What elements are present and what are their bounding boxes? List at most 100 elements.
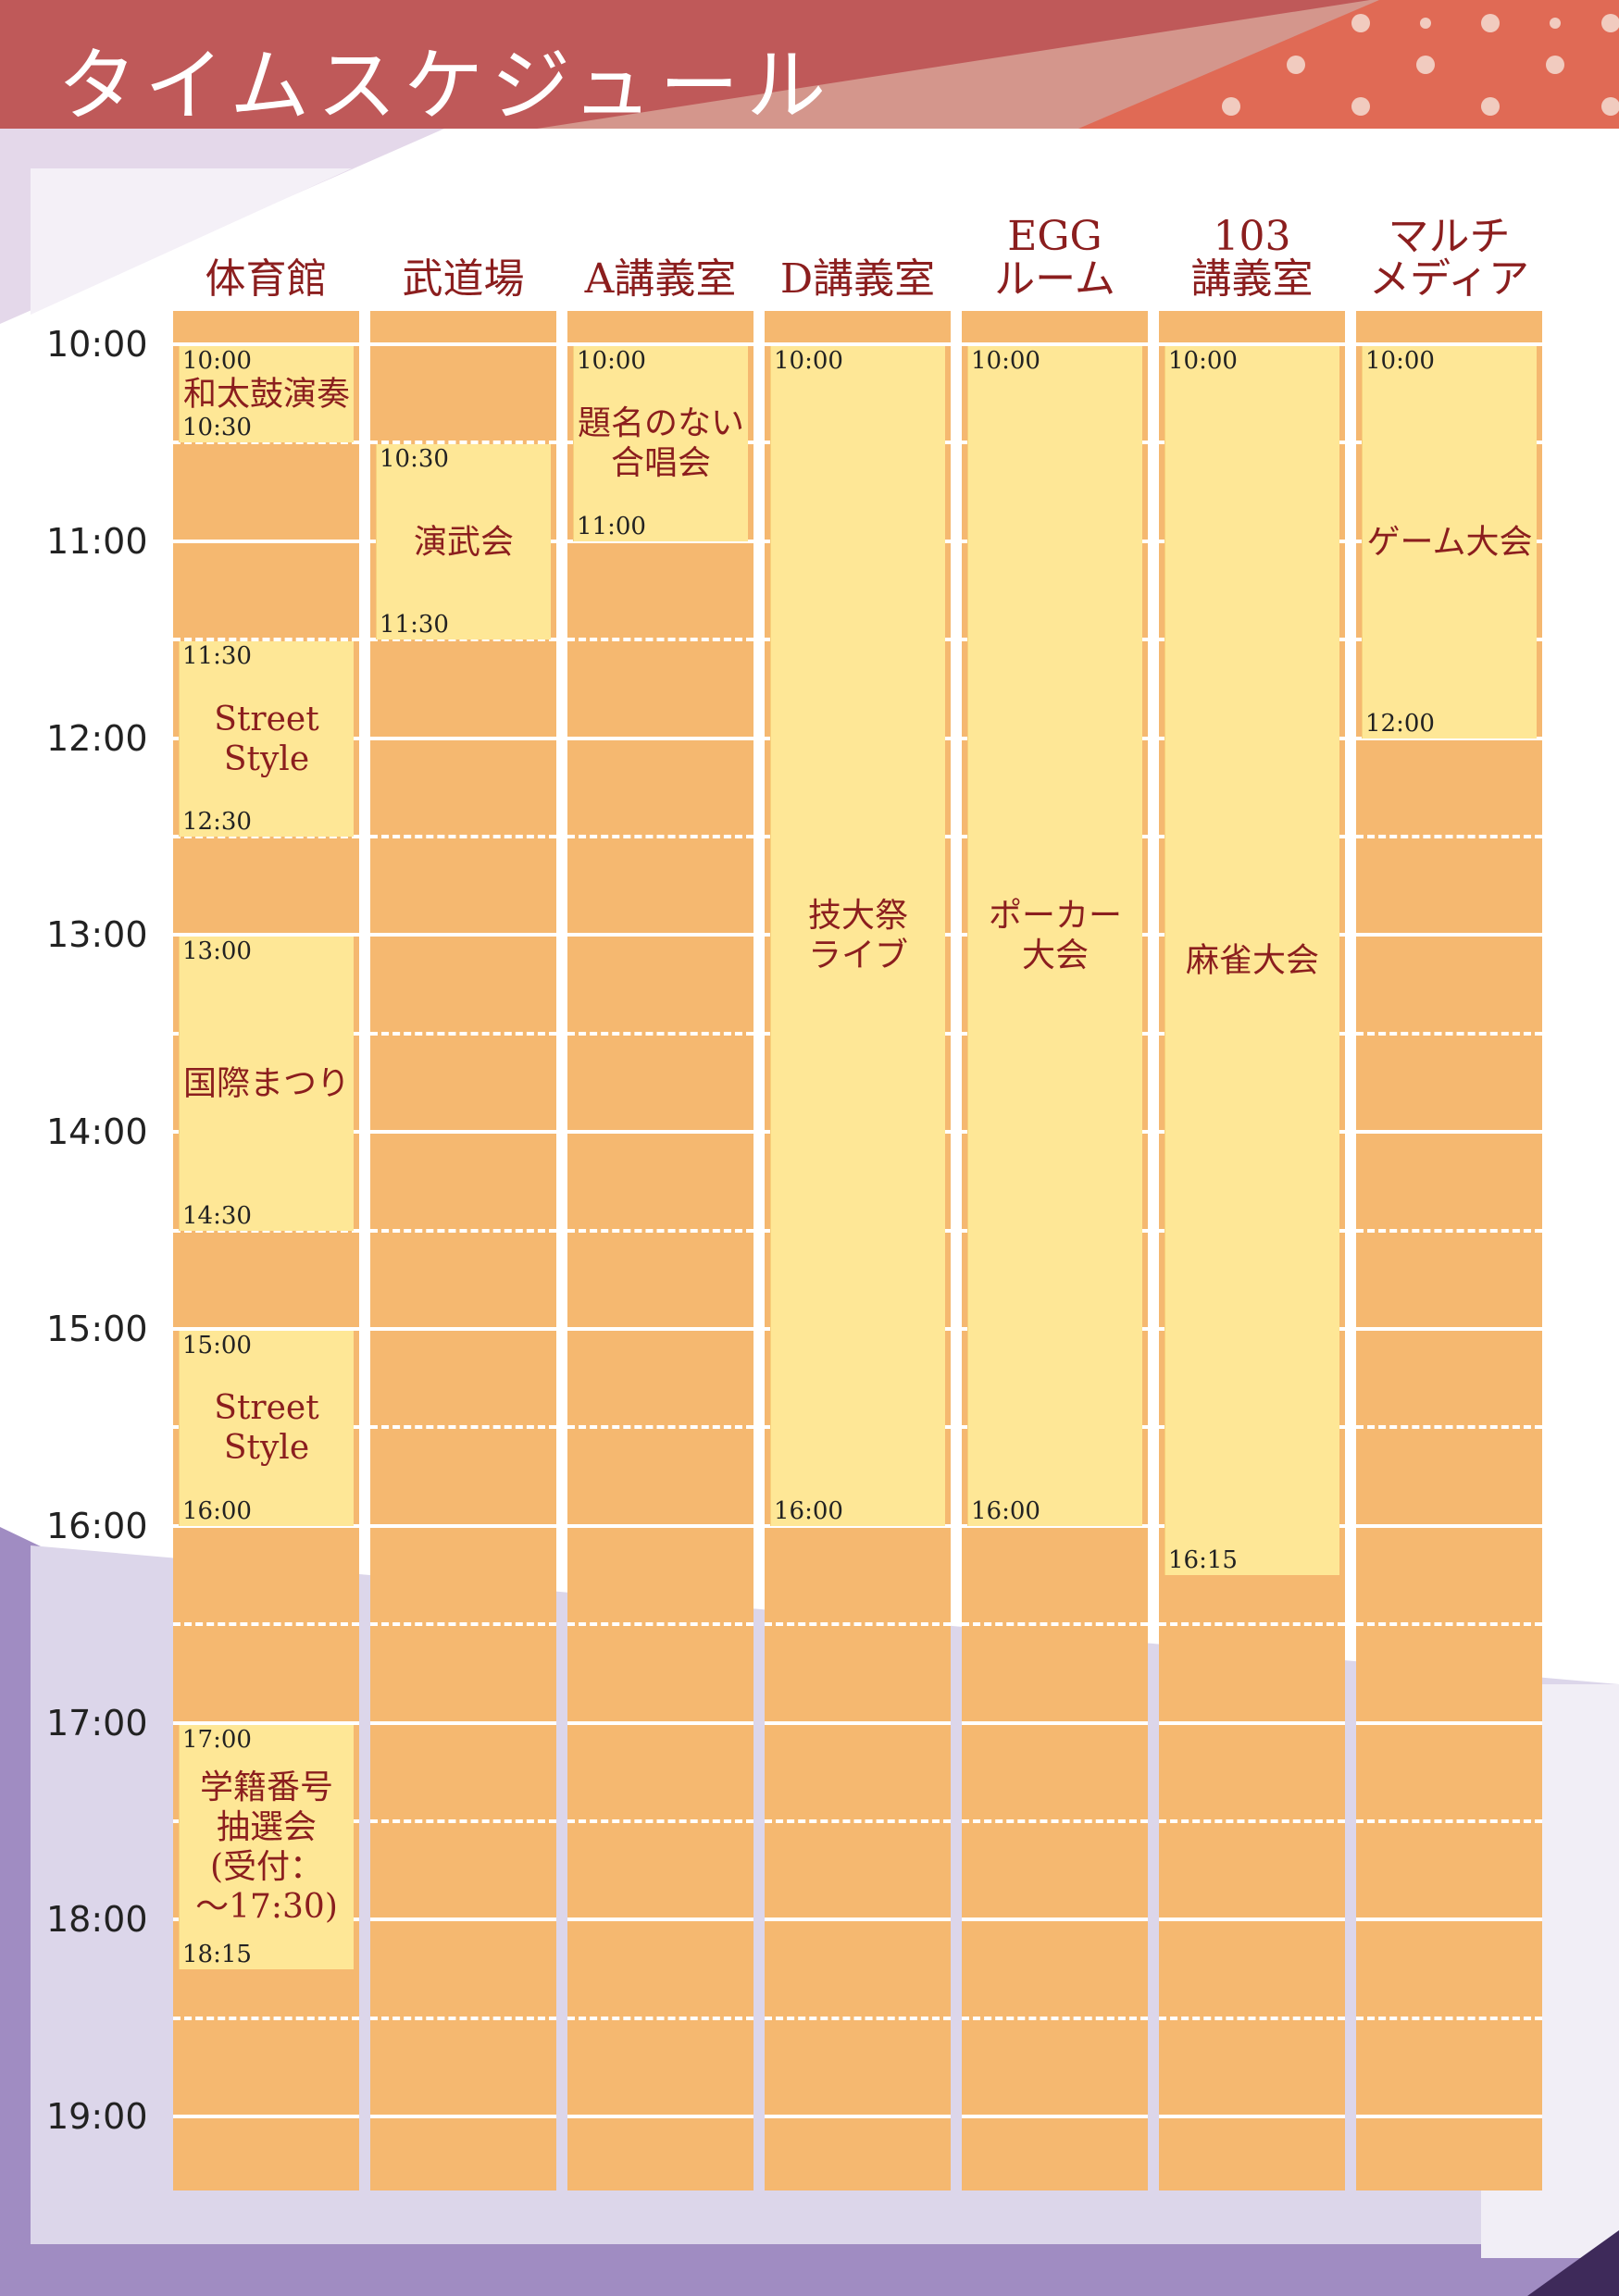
event-block[interactable]: 17:00 学籍番号 抽選会 (受付： ～17:30) 18:15 xyxy=(179,1724,354,1969)
hour-line xyxy=(1356,1720,1542,1725)
half-hour-line xyxy=(567,638,753,642)
hour-line xyxy=(1159,342,1345,346)
event-block[interactable]: 10:00 麻雀大会 16:15 xyxy=(1164,346,1339,1575)
half-hour-line xyxy=(1356,1425,1542,1430)
event-title: 麻雀大会 xyxy=(1185,941,1319,980)
event-block[interactable]: 10:00 題名のない 合唱会 11:00 xyxy=(573,346,748,541)
event-start-time: 10:00 xyxy=(577,347,646,375)
hour-line xyxy=(173,933,359,937)
half-hour-line xyxy=(1356,835,1542,838)
half-hour-line xyxy=(1356,1228,1542,1233)
hour-line xyxy=(962,342,1148,346)
event-start-time: 10:30 xyxy=(380,445,449,474)
event-title: 題名のない 合唱会 xyxy=(577,404,744,483)
hour-line xyxy=(1356,1523,1542,1528)
half-hour-line xyxy=(370,1622,556,1627)
half-hour-line xyxy=(962,1819,1148,1823)
event-start-time: 10:00 xyxy=(1365,347,1435,375)
hour-line xyxy=(1356,342,1542,346)
half-hour-line xyxy=(173,441,359,445)
venue-header: 体育館 xyxy=(205,255,328,303)
event-end-time: 10:30 xyxy=(182,414,252,442)
half-hour-line xyxy=(567,1425,753,1430)
event-end-time: 16:15 xyxy=(1168,1546,1238,1574)
half-hour-line xyxy=(1356,1622,1542,1627)
event-start-time: 13:00 xyxy=(182,937,252,966)
hour-line xyxy=(1159,1917,1345,1922)
time-axis-label: 17:00 xyxy=(46,1702,148,1744)
half-hour-line xyxy=(173,835,359,838)
hour-line xyxy=(370,1130,556,1135)
time-axis-label: 10:00 xyxy=(46,324,148,365)
venue-column: 10:00 麻雀大会 16:15 xyxy=(1159,311,1345,2191)
event-block[interactable]: 10:00 ポーカー 大会 16:00 xyxy=(967,346,1142,1526)
hour-line xyxy=(1356,1327,1542,1331)
hour-line xyxy=(765,1720,951,1725)
time-axis-label: 19:00 xyxy=(46,2096,148,2138)
hour-line xyxy=(370,342,556,346)
time-axis-label: 13:00 xyxy=(46,914,148,956)
event-title: 演武会 xyxy=(413,523,514,562)
half-hour-line xyxy=(567,1031,753,1036)
hour-line xyxy=(765,2115,951,2119)
hour-line xyxy=(370,1720,556,1725)
venue-column: 10:00 技大祭 ライブ 16:00 xyxy=(765,311,951,2191)
time-axis-label: 12:00 xyxy=(46,717,148,759)
event-block[interactable]: 10:30 演武会 11:30 xyxy=(376,444,551,640)
hour-line xyxy=(567,1720,753,1725)
half-hour-line xyxy=(962,2016,1148,2020)
event-block[interactable]: 10:00 技大祭 ライブ 16:00 xyxy=(770,346,945,1526)
venue-header: 103 講義室 xyxy=(1190,213,1314,303)
event-title: ゲーム大会 xyxy=(1366,523,1533,562)
half-hour-line xyxy=(1356,2016,1542,2020)
half-hour-line xyxy=(765,2016,951,2020)
hour-line xyxy=(173,1523,359,1528)
event-block[interactable]: 13:00 国際まつり 14:30 xyxy=(179,937,354,1231)
half-hour-line xyxy=(173,2016,359,2020)
event-start-time: 11:30 xyxy=(182,642,252,671)
half-hour-line xyxy=(567,1819,753,1823)
time-axis-label: 18:00 xyxy=(46,1899,148,1941)
hour-line xyxy=(173,342,359,346)
hour-line xyxy=(567,736,753,740)
hour-line xyxy=(962,1523,1148,1528)
half-hour-line xyxy=(567,1228,753,1233)
event-end-time: 18:15 xyxy=(182,1940,252,1968)
half-hour-line xyxy=(370,1031,556,1036)
event-start-time: 17:00 xyxy=(182,1725,252,1754)
time-axis-label: 15:00 xyxy=(46,1309,148,1349)
half-hour-line xyxy=(1356,1819,1542,1823)
hour-line xyxy=(567,342,753,346)
venue-column: 10:00 題名のない 合唱会 11:00 xyxy=(567,311,753,2191)
hour-line xyxy=(173,1327,359,1331)
event-title: Street Style xyxy=(214,1389,319,1468)
hour-line xyxy=(173,539,359,543)
event-block[interactable]: 10:00 和太鼓演奏 10:30 xyxy=(179,346,354,443)
hour-line xyxy=(1159,2115,1345,2119)
time-axis-label: 14:00 xyxy=(46,1111,148,1153)
event-block[interactable]: 11:30 Street Style 12:30 xyxy=(179,641,354,837)
time-axis-label: 11:00 xyxy=(46,520,148,562)
hour-line xyxy=(1356,933,1542,937)
venue-column: 10:30 演武会 11:30 xyxy=(370,311,556,2191)
event-block[interactable]: 15:00 Street Style 16:00 xyxy=(179,1331,354,1526)
event-end-time: 16:00 xyxy=(182,1496,252,1525)
event-block[interactable]: 10:00 ゲーム大会 12:00 xyxy=(1362,346,1537,738)
hour-line xyxy=(1356,736,1542,740)
event-end-time: 14:30 xyxy=(182,1201,252,1230)
hour-line xyxy=(1356,1917,1542,1922)
half-hour-line xyxy=(1159,1622,1345,1627)
half-hour-line xyxy=(370,2016,556,2020)
hour-line xyxy=(765,1523,951,1528)
event-start-time: 10:00 xyxy=(182,347,252,375)
event-end-time: 16:00 xyxy=(774,1496,843,1525)
event-title: Street Style xyxy=(214,700,319,778)
event-end-time: 12:00 xyxy=(1365,709,1435,738)
hour-line xyxy=(1356,1130,1542,1135)
half-hour-line xyxy=(370,1819,556,1823)
venue-header: EGG ルーム xyxy=(994,213,1115,303)
event-title: ポーカー 大会 xyxy=(988,897,1122,975)
hour-line xyxy=(370,1917,556,1922)
event-title: 学籍番号 抽選会 (受付： ～17:30) xyxy=(195,1768,338,1926)
hour-line xyxy=(962,1720,1148,1725)
